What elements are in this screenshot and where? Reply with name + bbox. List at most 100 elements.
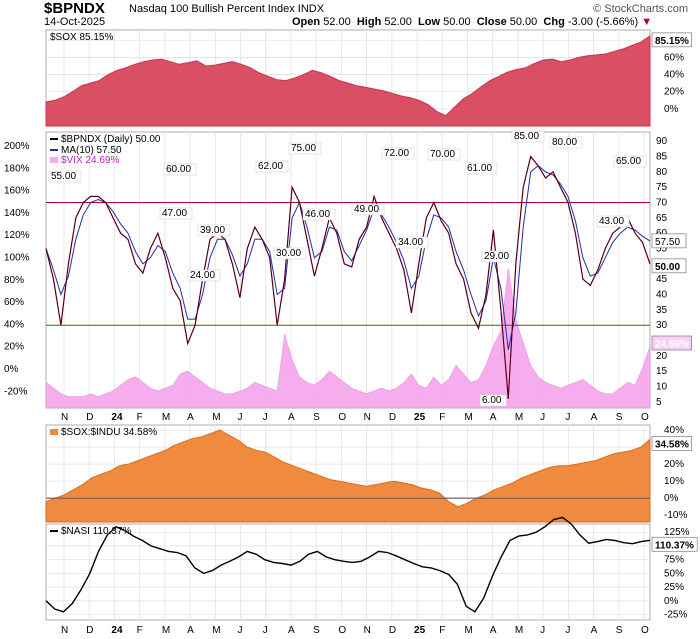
bpndx-annotation: 72.00 <box>384 148 409 159</box>
bpndx-annotation: 80.00 <box>552 137 577 148</box>
sox-y-tick: 40% <box>664 70 684 81</box>
vix-legend: $VIX 24.69% <box>61 155 119 166</box>
bpndx-panel <box>45 131 651 409</box>
bpndx-annotation-box <box>159 207 193 220</box>
nasi-panel <box>45 523 651 621</box>
bpndx-annotation-box <box>511 130 545 143</box>
x-axis-month-label: F <box>439 412 445 423</box>
nasi-last-value-box <box>651 536 698 552</box>
x-axis-month-label-bottom: F <box>137 625 143 636</box>
x-axis-month-label: O <box>641 412 649 423</box>
vix-y-tick-left: 140% <box>4 208 30 219</box>
bpndx-annotation-box <box>163 163 197 176</box>
exchange-label: INDX <box>297 3 325 15</box>
vix-legend-swatch <box>50 157 58 163</box>
sox-y-tick: 0% <box>664 104 679 115</box>
open-value: 52.00 <box>323 16 351 28</box>
sox-y-tick: 20% <box>664 87 684 98</box>
down-arrow-icon: ▼ <box>641 16 653 28</box>
ma-last-value: 57.50 <box>655 237 680 248</box>
vix-y-tick-left: 160% <box>4 186 30 197</box>
vix-y-tick-left: 20% <box>4 342 24 353</box>
sox-y-tick: 60% <box>664 52 684 63</box>
x-axis-month-label-bottom: N <box>364 625 371 636</box>
soxindu-area <box>45 429 651 523</box>
bpndx-y-tick-right: 5 <box>656 397 662 408</box>
bpndx-annotation: 85.00 <box>514 131 539 142</box>
bpndx-annotation: 6.00 <box>482 395 502 406</box>
close-value: 50.00 <box>509 16 538 28</box>
bpndx-y-tick-right: 65 <box>656 213 668 224</box>
vix-y-tick-left: 40% <box>4 319 24 330</box>
bpndx-annotation: 55.00 <box>51 171 76 182</box>
bpndx-annotation: 49.00 <box>354 204 379 215</box>
x-axis-month-label-bottom: A <box>490 625 497 636</box>
bpndx-annotation-box <box>48 170 82 183</box>
bpndx-annotation-box <box>381 147 415 160</box>
x-axis-month-label: J <box>263 412 268 423</box>
open-label: Open <box>292 16 321 28</box>
x-axis-month-label: 24 <box>111 412 123 423</box>
chg-label: Chg <box>543 16 565 28</box>
x-axis-month-label: A <box>490 412 497 423</box>
vix-y-tick-left: 0% <box>4 364 19 375</box>
chg-value: -3.00 (-5.66%) <box>567 16 639 28</box>
bpndx-annotation: 24.00 <box>190 270 215 281</box>
bpndx-annotation: 43.00 <box>599 216 624 227</box>
bpndx-annotation: 30.00 <box>276 248 301 259</box>
x-axis-month-label: A <box>591 412 598 423</box>
x-axis-month-label: F <box>137 412 143 423</box>
high-value: 52.00 <box>384 16 412 28</box>
chart-symbol: $BPNDX <box>44 0 105 17</box>
nasi-y-tick: 50% <box>664 568 684 579</box>
bpndx-annotation-box <box>288 142 322 155</box>
close-label: Close <box>476 16 507 28</box>
vix-y-tick-left: 120% <box>4 230 30 241</box>
bpndx-y-tick-right: 40 <box>656 290 668 301</box>
bpndx-annotation-box <box>197 224 231 237</box>
x-axis-month-label-bottom: O <box>338 625 346 636</box>
x-axis-month-label: A <box>187 412 194 423</box>
bpndx-y-tick-right: 90 <box>656 136 668 147</box>
soxindu-legend: $SOX:$INDU 34.58% <box>61 427 157 438</box>
bpndx-y-tick-right: 35 <box>656 305 668 316</box>
high-label: High <box>356 16 382 28</box>
soxindu-y-tick: -10% <box>664 510 687 521</box>
bpndx-annotation-box <box>395 236 429 249</box>
soxindu-last-value: 34.58% <box>655 439 689 450</box>
x-axis-month-label-bottom: D <box>389 625 396 636</box>
bpndx-annotation-box <box>255 160 289 173</box>
bpndx-annotation-box <box>464 162 498 175</box>
x-axis-month-label: O <box>338 412 346 423</box>
x-axis-month-label: S <box>313 412 320 423</box>
x-axis-month-label-bottom: S <box>313 625 320 636</box>
bpndx-y-tick-right: 75 <box>656 182 668 193</box>
bpndx-annotation: 39.00 <box>200 225 225 236</box>
low-label: Low <box>418 16 441 28</box>
soxindu-legend-swatch <box>50 429 58 435</box>
x-axis-month-label: M <box>464 412 472 423</box>
quote-summary: Open 52.00 High 52.00 Low 50.00 Close 50… <box>292 16 652 28</box>
soxindu-y-tick: 0% <box>664 493 679 504</box>
x-axis-month-label-bottom: 24 <box>111 625 123 636</box>
x-axis-month-label-bottom: M <box>515 625 523 636</box>
bpndx-annotation-box <box>596 215 630 228</box>
vix-last-value-box <box>651 335 692 351</box>
x-axis-month-label: A <box>288 412 295 423</box>
x-axis-month-label-bottom: D <box>86 625 93 636</box>
vix-y-tick-left: -20% <box>4 386 27 397</box>
x-axis-month-label: M <box>162 412 170 423</box>
bpndx-annotation-box <box>187 269 221 282</box>
bpndx-y-tick-right: 15 <box>656 366 668 377</box>
nasi-line <box>45 516 651 613</box>
x-axis-month-label: J <box>540 412 545 423</box>
bpndx-y-tick-right: 10 <box>656 382 668 393</box>
x-axis-month-label: S <box>616 412 623 423</box>
bpndx-y-tick-right: 85 <box>656 152 668 163</box>
vix-last-value: 24.69% <box>655 339 689 350</box>
nasi-y-tick: 25% <box>664 582 684 593</box>
bpndx-annotation: 62.00 <box>258 161 283 172</box>
chart-name: Nasdaq 100 Bullish Percent Index INDX <box>129 3 324 15</box>
x-axis-month-label-bottom: M <box>464 625 472 636</box>
